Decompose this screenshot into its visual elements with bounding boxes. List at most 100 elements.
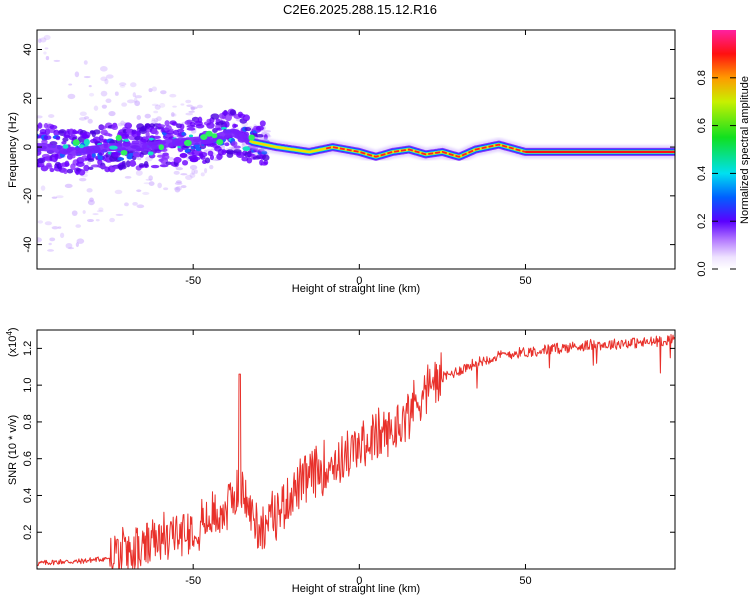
spectrogram-cell — [180, 185, 187, 189]
spectrogram-cell — [153, 117, 159, 123]
spectrogram-cell — [200, 155, 206, 160]
spectrogram-cell — [57, 226, 62, 229]
spectrogram-cell — [147, 151, 154, 156]
spectrogram-cell — [255, 125, 264, 131]
spectrogram-cell — [161, 154, 170, 160]
spectrogram-cell — [53, 59, 61, 62]
spectrogram-cell — [175, 167, 183, 171]
spectrogram-cell — [134, 95, 142, 99]
spectrogram-cell — [266, 134, 272, 138]
spectrogram-cell — [89, 92, 95, 97]
spectrogram-cell — [261, 150, 268, 155]
spectrogram-cell — [173, 157, 182, 163]
spectrogram-cell — [137, 157, 142, 161]
spectrogram-cell — [88, 166, 94, 171]
spectrogram-cell — [148, 175, 153, 181]
spectrogram-y-tick-label: -40 — [22, 237, 34, 253]
spectrogram-cell — [37, 38, 42, 44]
spectrogram-cell — [169, 93, 177, 98]
spectrogram-cell — [143, 182, 151, 185]
spectrogram-cell — [200, 134, 208, 140]
spectrogram-cell — [61, 140, 67, 145]
spectrogram-cell — [115, 134, 122, 141]
spectrogram-cell — [48, 114, 55, 118]
spectrogram-cell — [229, 109, 237, 116]
spectrogram-cell — [70, 154, 76, 159]
spectrogram-cell — [39, 37, 47, 43]
spectrogram-cell — [233, 145, 241, 149]
spectrogram-cell — [48, 242, 52, 246]
snr-y-tick-label: 0.4 — [22, 488, 34, 503]
spectrogram-cell — [181, 132, 186, 136]
colorbar: 0.0 0.2 0.4 0.6 0.8 Normalized spectral ampl… — [696, 30, 750, 277]
spectrogram-cell — [47, 249, 55, 252]
chart-title: C2E6.2025.288.15.12.R16 — [283, 2, 437, 17]
spectrogram-cell — [196, 104, 203, 109]
spectrogram-cell — [224, 114, 232, 122]
spectrogram-x-tick-label: -50 — [185, 275, 201, 287]
spectrogram-cell — [44, 221, 52, 226]
spectrogram-cell — [160, 90, 167, 95]
spectrogram-cell — [174, 181, 183, 185]
spectrogram-cell — [124, 122, 133, 129]
spectrogram-cell — [159, 103, 166, 108]
colorbar-ticks: 0.0 0.2 0.4 0.6 0.8 — [696, 70, 736, 277]
spectrogram-cell — [148, 88, 153, 93]
spectrogram-cell — [134, 100, 141, 107]
spectrogram-cell — [114, 189, 123, 195]
spectrogram-cell — [96, 210, 104, 213]
spectrogram-cell — [206, 122, 215, 129]
spectrogram-cell — [43, 51, 47, 55]
spectrogram-cell — [176, 128, 185, 133]
spectrogram-cell — [180, 173, 188, 176]
spectrogram-cell — [159, 164, 169, 168]
spectrogram-cell — [86, 218, 94, 223]
snr-y-ticks: 0.2 0.4 0.6 0.8 1.0 1.2 — [22, 341, 675, 540]
spectrogram-cell — [65, 242, 73, 249]
spectrogram-cell — [78, 169, 86, 176]
snr-x-tick-label: 0 — [356, 575, 362, 587]
spectrogram-cell — [182, 159, 189, 166]
spectrogram-cell — [83, 75, 91, 79]
spectrogram-cell — [198, 151, 208, 158]
spectrogram-cell — [87, 158, 95, 162]
spectrogram-cell — [204, 167, 208, 174]
spectrogram-cell — [49, 237, 56, 242]
spectrogram-cell — [145, 178, 153, 181]
spectrogram-cell — [150, 164, 160, 169]
spectrogram-cell — [132, 92, 137, 98]
snr-y-label: SNR (10 * v/v) — [7, 415, 19, 485]
spectrogram-cell — [259, 120, 266, 127]
spectrogram-cell — [191, 168, 196, 175]
spectrogram-cell — [83, 60, 88, 65]
spectrogram-ridge — [37, 128, 675, 164]
spectrogram-cell — [209, 164, 214, 170]
spectrogram-cell — [63, 168, 68, 175]
spectrogram-cell — [82, 210, 86, 214]
spectrogram-cell — [124, 175, 132, 179]
spectrogram-cell — [135, 170, 143, 176]
spectrogram-cell — [143, 160, 149, 168]
spectrogram-cell — [158, 144, 165, 151]
snr-x-tick-label: 50 — [519, 575, 531, 587]
spectrogram-cell — [174, 186, 181, 193]
spectrogram-cell — [120, 149, 128, 156]
spectrogram-cell — [71, 210, 78, 216]
snr-y-tick-label: 0.2 — [22, 525, 34, 540]
spectrogram-cell — [152, 135, 161, 139]
spectrogram-cell — [243, 116, 250, 120]
spectrogram-cell — [211, 133, 218, 139]
spectrogram-cell — [154, 130, 159, 135]
spectrogram-cell — [213, 153, 217, 156]
spectrogram-y-tick-label: 20 — [22, 92, 34, 104]
colorbar-tick-label: 0.6 — [696, 118, 708, 133]
spectrogram-x-label: Height of straight line (km) — [292, 283, 420, 295]
snr-x-ticks: -50 0 50 — [185, 330, 532, 587]
spectrogram-cell — [118, 82, 127, 86]
spectrogram-cell — [43, 135, 52, 140]
spectrogram-cell — [172, 105, 177, 108]
spectrogram-cell — [75, 224, 82, 228]
spectrogram-cell — [248, 134, 255, 141]
spectrogram-cell — [74, 71, 80, 78]
spectrogram-cell — [117, 122, 124, 127]
